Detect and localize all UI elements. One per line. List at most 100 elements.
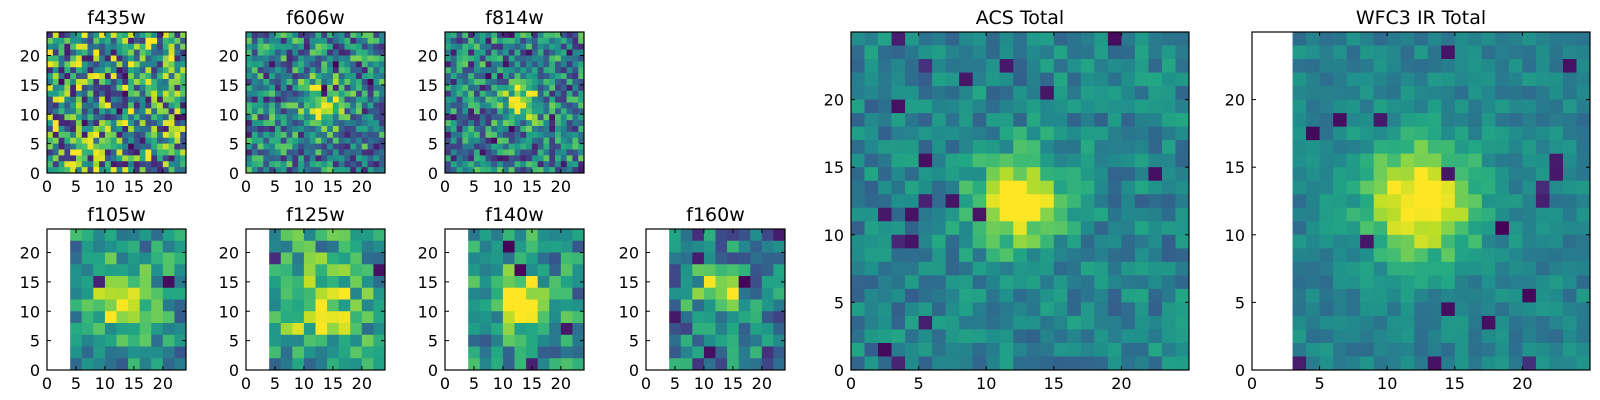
heatmap-cell <box>139 90 146 98</box>
heatmap-cell <box>514 114 521 121</box>
heatmap-cell <box>959 234 974 249</box>
heatmap-cell <box>1400 59 1415 73</box>
heatmap-cell <box>1400 315 1415 330</box>
heatmap-cell <box>878 356 892 371</box>
heatmap-cell <box>327 120 334 127</box>
heatmap-cells <box>246 32 386 174</box>
heatmap-cell <box>508 126 515 133</box>
heatmap-cell <box>1387 315 1402 330</box>
heatmap-cell <box>274 79 282 86</box>
heatmap-cell <box>1441 329 1456 344</box>
heatmap-cell <box>274 32 282 39</box>
y-tick-label: 10 <box>20 302 40 321</box>
heatmap-cell <box>462 37 469 45</box>
heatmap-cell <box>379 32 386 39</box>
heatmap-cell <box>878 275 892 290</box>
heatmap-cell <box>986 86 1001 100</box>
heatmap-cell <box>47 73 54 80</box>
heatmap-cell <box>292 149 299 156</box>
heatmap-cell <box>1535 194 1550 209</box>
heatmap-cell <box>572 67 579 74</box>
y-tick-label: 15 <box>619 273 639 292</box>
heatmap-cell <box>321 49 328 56</box>
heatmap-cell <box>1346 86 1361 100</box>
heatmap-cell <box>1292 275 1307 290</box>
heatmap-cell <box>344 32 351 39</box>
heatmap-cell <box>1306 167 1320 182</box>
heatmap-cell <box>1306 221 1320 236</box>
heatmap-cell <box>1360 113 1375 128</box>
heatmap-cell <box>692 229 705 242</box>
heatmap-cell <box>168 43 175 51</box>
heatmap-cell <box>280 108 287 115</box>
heatmap-cell <box>491 323 504 336</box>
heatmap-cell <box>128 358 141 371</box>
heatmap-cell <box>1360 99 1375 114</box>
heatmap-cell <box>81 55 88 62</box>
heatmap-cell <box>502 143 510 150</box>
heatmap-cell <box>373 108 380 115</box>
heatmap-cell <box>309 108 316 115</box>
heatmap-cell <box>139 73 146 80</box>
heatmap-cell <box>1535 140 1550 155</box>
heatmap-cell <box>715 229 728 242</box>
heatmap-cell <box>1040 72 1055 87</box>
heatmap-cell <box>93 90 100 98</box>
heatmap-cell <box>1441 72 1456 87</box>
heatmap-cell <box>379 167 386 174</box>
x-tick-label: 10 <box>694 374 714 393</box>
heatmap-cell <box>878 315 892 330</box>
heatmap-cell <box>1522 99 1537 114</box>
heatmap-cell <box>1175 113 1190 128</box>
heatmap-cell <box>104 49 112 56</box>
heatmap-cell <box>1441 342 1456 357</box>
heatmap-cell <box>537 161 544 168</box>
heatmap-cell <box>1319 86 1334 100</box>
heatmap-cell <box>1053 167 1068 182</box>
heatmap-cell <box>81 84 88 92</box>
heatmap-cell <box>1346 113 1361 128</box>
heatmap-cell <box>549 346 562 359</box>
heatmap-cell <box>128 323 141 336</box>
heatmap-cell <box>162 43 170 51</box>
heatmap-cell <box>104 287 117 300</box>
heatmap-cell <box>1080 32 1095 46</box>
heatmap-cell <box>761 264 774 277</box>
heatmap-cell <box>1121 167 1136 182</box>
heatmap-cell <box>75 161 83 168</box>
heatmap-cell <box>543 32 550 39</box>
heatmap-cell <box>128 299 141 312</box>
heatmap-cell <box>450 108 457 115</box>
heatmap-cell <box>1508 194 1523 209</box>
heatmap-cell <box>491 73 498 80</box>
heatmap-cell <box>168 79 175 86</box>
heatmap-cell <box>1535 356 1550 371</box>
heatmap-cell <box>468 43 475 51</box>
heatmap-cell <box>1094 153 1109 168</box>
heatmap-cell <box>462 73 469 80</box>
heatmap-cell <box>286 149 293 156</box>
heatmap-cell <box>959 72 974 87</box>
heatmap-cell <box>151 229 164 242</box>
heatmap-cell <box>1026 140 1041 155</box>
heatmap-cell <box>315 73 322 80</box>
heatmap-cell <box>104 155 112 162</box>
heatmap-cell <box>1495 248 1510 263</box>
heatmap-cell <box>81 114 88 121</box>
heatmap-cell <box>1454 207 1469 222</box>
heatmap-cell <box>356 90 363 98</box>
heatmap-cell <box>280 43 287 51</box>
heatmap-cell <box>70 120 77 127</box>
heatmap-cell <box>1373 234 1388 249</box>
heatmap-cell <box>761 276 774 289</box>
heatmap-cell <box>1427 45 1442 60</box>
heatmap-cell <box>151 287 164 300</box>
heatmap-cell <box>999 194 1014 209</box>
heatmap-cell <box>864 45 879 60</box>
heatmap-cell <box>445 37 452 45</box>
heatmap-cell <box>1148 288 1163 303</box>
heatmap-cell <box>578 96 585 103</box>
heatmap-cell <box>1535 207 1550 222</box>
heatmap-cell <box>58 131 65 139</box>
heatmap-cell <box>761 299 774 312</box>
